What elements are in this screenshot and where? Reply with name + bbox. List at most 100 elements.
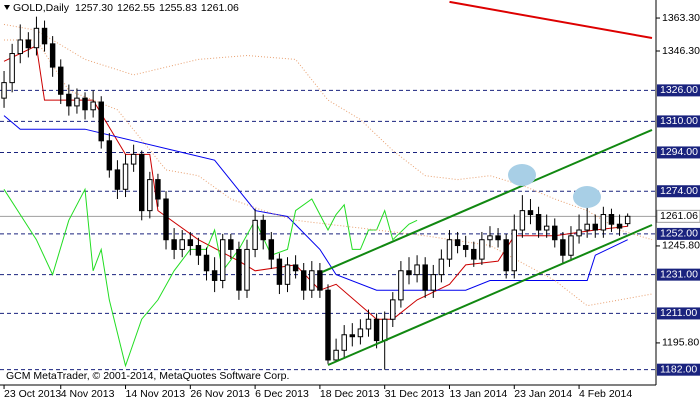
candle-body (300, 270, 307, 291)
candle-body (592, 223, 598, 231)
level-box (657, 227, 700, 240)
x-tick-label: 23 Oct 2013 (4, 388, 61, 400)
candle-body (422, 264, 428, 291)
level-label: 1231.00 (660, 268, 698, 280)
candle-body (341, 334, 347, 351)
candle-body (98, 101, 104, 142)
candle-body (276, 258, 283, 285)
candle-body (479, 239, 485, 260)
candle-body (114, 169, 121, 190)
candle-body (487, 235, 493, 241)
candle-body (503, 239, 509, 272)
candle-body (90, 101, 96, 111)
trend-line (321, 128, 653, 273)
candle-body (187, 239, 194, 247)
candle-body (292, 264, 299, 272)
high-label: 1262.55 (117, 2, 155, 14)
level-box (657, 185, 700, 198)
level-label: 1274.00 (660, 185, 698, 197)
x-tick-label: 18 Dec 2013 (320, 388, 380, 400)
x-tick-label: 6 Dec 2013 (255, 388, 309, 400)
x-tick-label: 13 Jan 2014 (449, 388, 507, 400)
candle-body (58, 66, 64, 95)
level-label: 1252.00 (660, 228, 698, 240)
y-tick-label: 1346.30 (662, 45, 700, 57)
candle-body (398, 270, 404, 301)
candle-body (462, 245, 469, 250)
candle-body (543, 225, 550, 231)
level-box (657, 84, 700, 97)
candle-body (535, 214, 542, 231)
x-tick-label: 23 Jan 2014 (514, 388, 572, 400)
y-tick-label: 1245.80 (662, 240, 700, 252)
candle-body (576, 229, 582, 237)
candle-body (381, 318, 388, 342)
annotation-ellipse (508, 164, 536, 186)
last-price-label: 1261.06 (660, 210, 698, 222)
candle-body (106, 140, 113, 171)
indicator-line (3, 115, 628, 291)
candle-body (519, 210, 526, 231)
candle-body (179, 239, 185, 250)
candle-body (139, 153, 145, 212)
candle-body (495, 235, 501, 241)
trend-line (449, 0, 653, 39)
x-tick-label: 31 Dec 2013 (385, 388, 445, 400)
candle-body (74, 97, 80, 107)
candle-body (268, 239, 275, 260)
candle-body (49, 43, 56, 68)
last-price-box (656, 209, 700, 223)
chart-header: GOLD,Daily 1257.30 1262.55 1255.83 1261.06 (13, 2, 239, 14)
candle-body (41, 27, 48, 45)
y-tick-label: 1195.80 (662, 337, 699, 349)
candle-body (195, 245, 202, 256)
candle-body (236, 248, 242, 291)
x-tick-label: 4 Nov 2013 (61, 388, 115, 400)
candle-body (357, 328, 364, 338)
candle-body (438, 258, 445, 276)
level-label: 1310.00 (660, 115, 698, 127)
level-box (657, 363, 700, 376)
candle-body (211, 270, 218, 281)
candle-body (163, 198, 169, 241)
candle-body (203, 254, 210, 272)
candle-body (430, 274, 437, 291)
candle-body (333, 349, 339, 361)
level-label: 1182.00 (660, 363, 697, 375)
candle-body (560, 239, 566, 256)
candle-body (147, 179, 153, 212)
candle-body (349, 334, 356, 338)
candle-body (471, 248, 477, 260)
candle-body (608, 214, 615, 225)
header-icon (4, 5, 10, 10)
candle-body (317, 270, 323, 291)
candle-body (130, 153, 137, 165)
candle-body (244, 248, 250, 291)
candle-body (616, 223, 623, 229)
candle-body (446, 239, 453, 260)
indicator-line (3, 187, 418, 368)
candle-body (33, 27, 40, 49)
candle-body (1, 82, 7, 99)
level-label: 1294.00 (660, 146, 698, 158)
candle-body (527, 210, 534, 216)
candle-body (25, 39, 32, 49)
y-tick-label: 1363.30 (662, 12, 700, 24)
level-box (657, 146, 700, 159)
candle-body (373, 318, 380, 342)
candle-body (284, 264, 291, 285)
candle-body (228, 239, 234, 250)
x-tick-label: 14 Nov 2013 (126, 388, 186, 400)
indicator-line (3, 23, 653, 241)
level-box (657, 307, 700, 320)
level-box (657, 268, 700, 281)
candle-body (552, 225, 558, 241)
footer: GCM MetaTrader, © 2001-2014, MetaQuotes … (6, 370, 289, 382)
candle-body (568, 235, 574, 256)
chart-title: GOLD,Daily (13, 2, 70, 14)
plot-area (0, 0, 656, 371)
x-tick-label: 26 Nov 2013 (190, 388, 250, 400)
trend-line (327, 224, 653, 366)
candle-body (454, 239, 461, 247)
low-label: 1255.83 (159, 2, 197, 14)
